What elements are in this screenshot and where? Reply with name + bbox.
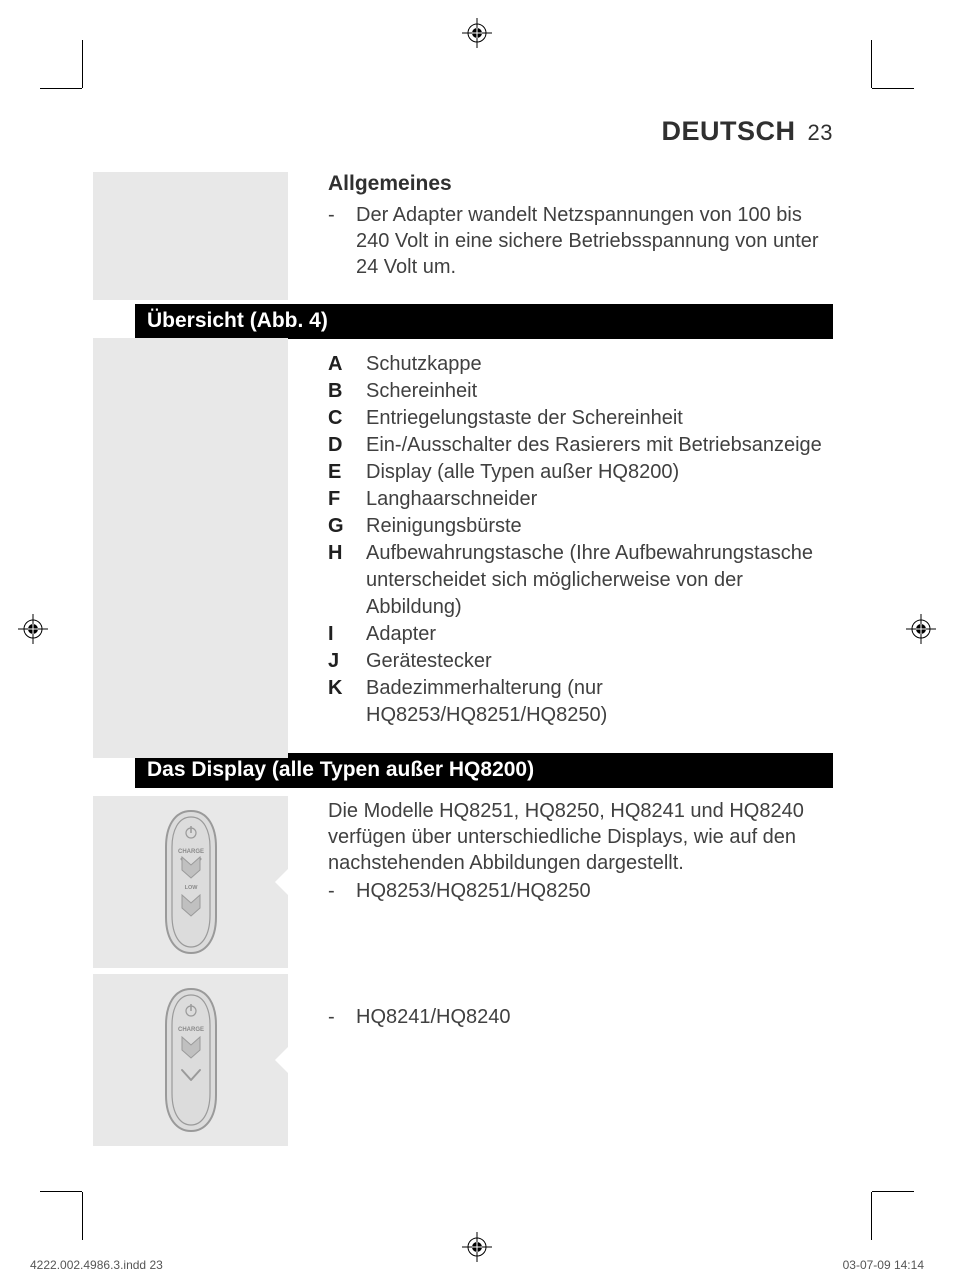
overview-letter: F — [328, 486, 366, 513]
overview-text: Badezimmerhalterung (nur HQ8253/HQ8251/H… — [366, 675, 833, 729]
crop-mark — [40, 1191, 82, 1192]
crop-mark — [82, 1192, 83, 1240]
overview-item: ASchutzkappe — [328, 351, 833, 378]
section-title-allgemeines: Allgemeines — [328, 172, 833, 196]
shaver-display-icon: CHARGE LOW — [156, 807, 226, 957]
overview-letter: I — [328, 621, 366, 648]
page-header: DEUTSCH 23 — [83, 88, 871, 147]
overview-letter: A — [328, 351, 366, 378]
crop-mark — [82, 40, 83, 88]
overview-text: Display (alle Typen außer HQ8200) — [366, 459, 833, 486]
overview-item: JGerätestecker — [328, 648, 833, 675]
crop-mark — [40, 88, 82, 89]
footer-left: 4222.002.4986.3.indd 23 — [30, 1258, 163, 1272]
language-label: DEUTSCH — [662, 116, 796, 146]
overview-letter: D — [328, 432, 366, 459]
overview-item: KBadezimmerhalterung (nur HQ8253/HQ8251/… — [328, 675, 833, 729]
overview-item: BSchereinheit — [328, 378, 833, 405]
registration-mark-icon — [18, 614, 48, 644]
overview-letter: B — [328, 378, 366, 405]
page-body: DEUTSCH 23 CHARGE — [83, 88, 871, 1192]
bullet-item: - Der Adapter wandelt Netzspannungen von… — [328, 202, 833, 280]
bullet-dash: - — [328, 1004, 356, 1030]
main-column: Allgemeines - Der Adapter wandelt Netzsp… — [328, 172, 833, 1030]
overview-item: EDisplay (alle Typen außer HQ8200) — [328, 459, 833, 486]
overview-letter: C — [328, 405, 366, 432]
bullet-text: HQ8253/HQ8251/HQ8250 — [356, 878, 833, 904]
overview-text: Entriegelungstaste der Schereinheit — [366, 405, 833, 432]
overview-text: Schereinheit — [366, 378, 833, 405]
grey-stub — [93, 172, 288, 300]
overview-item: HAufbewahrungstasche (Ihre Aufbewahrungs… — [328, 540, 833, 621]
footer-right: 03-07-09 14:14 — [843, 1258, 924, 1272]
registration-mark-icon — [906, 614, 936, 644]
shaver-display-icon: CHARGE — [156, 985, 226, 1135]
overview-item: FLanghaarschneider — [328, 486, 833, 513]
grey-stub — [93, 338, 288, 758]
overview-letter: K — [328, 675, 366, 729]
overview-item: GReinigungsbürste — [328, 513, 833, 540]
overview-text: Ein-/Ausschalter des Rasierers mit Betri… — [366, 432, 833, 459]
registration-mark-icon — [462, 18, 492, 48]
overview-item: CEntriegelungstaste der Schereinheit — [328, 405, 833, 432]
bullet-text: HQ8241/HQ8240 — [356, 1004, 833, 1030]
overview-text: Reinigungsbürste — [366, 513, 833, 540]
bullet-text: Der Adapter wandelt Netzspannungen von 1… — [356, 202, 833, 280]
display-figure-1: CHARGE LOW — [93, 796, 288, 968]
overview-letter: E — [328, 459, 366, 486]
charge-label: CHARGE — [177, 849, 203, 855]
overview-text: Schutzkappe — [366, 351, 833, 378]
crop-mark — [871, 40, 872, 88]
overview-text: Langhaarschneider — [366, 486, 833, 513]
overview-letter: J — [328, 648, 366, 675]
bullet-dash: - — [328, 878, 356, 904]
callout-arrow-icon — [275, 868, 289, 896]
print-footer: 4222.002.4986.3.indd 23 03-07-09 14:14 — [30, 1258, 924, 1272]
overview-list: ASchutzkappeBSchereinheitCEntriegelungst… — [328, 351, 833, 729]
display-intro-text: Die Modelle HQ8251, HQ8250, HQ8241 und H… — [328, 798, 833, 876]
overview-text: Adapter — [366, 621, 833, 648]
page-number: 23 — [808, 120, 833, 145]
overview-item: IAdapter — [328, 621, 833, 648]
display-figure-2: CHARGE — [93, 974, 288, 1146]
overview-text: Aufbewahrungstasche (Ihre Aufbewahrungst… — [366, 540, 833, 621]
charge-label: CHARGE — [177, 1027, 203, 1033]
crop-mark — [871, 1192, 872, 1240]
callout-arrow-icon — [275, 1046, 289, 1074]
overview-item: DEin-/Ausschalter des Rasierers mit Betr… — [328, 432, 833, 459]
crop-mark — [872, 88, 914, 89]
bullet-dash: - — [328, 202, 356, 280]
side-column: CHARGE LOW CH — [93, 172, 288, 1172]
bullet-item: - HQ8241/HQ8240 — [328, 1004, 833, 1030]
overview-letter: G — [328, 513, 366, 540]
crop-mark — [872, 1191, 914, 1192]
overview-letter: H — [328, 540, 366, 621]
overview-text: Gerätestecker — [366, 648, 833, 675]
bullet-item: - HQ8253/HQ8251/HQ8250 — [328, 878, 833, 904]
low-label: LOW — [184, 885, 198, 891]
